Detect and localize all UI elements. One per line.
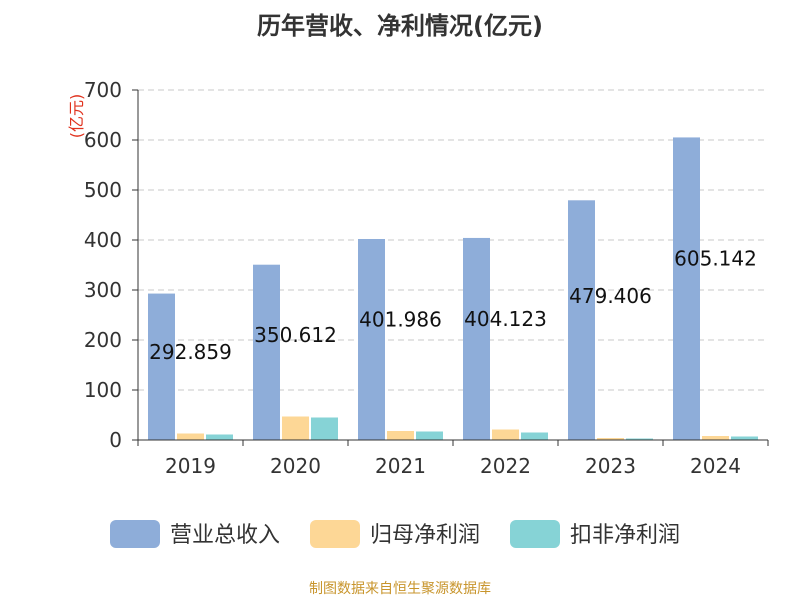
bar-revenue xyxy=(673,137,700,440)
bar-revenue xyxy=(463,237,490,440)
data-label: 292.859 xyxy=(149,340,232,364)
x-tick-label: 2023 xyxy=(585,454,636,478)
legend-label[interactable]: 扣非净利润 xyxy=(570,523,680,548)
source-note: 制图数据来自恒生聚源数据库 xyxy=(309,581,491,597)
y-tick-label: 400 xyxy=(84,228,122,252)
y-tick-label: 600 xyxy=(84,128,122,152)
x-tick-label: 2020 xyxy=(270,454,321,478)
y-tick-label: 200 xyxy=(84,328,122,352)
y-tick-label: 700 xyxy=(84,78,122,102)
bars xyxy=(148,137,758,440)
bar-parent-net-profit xyxy=(177,433,204,440)
bar-parent-net-profit xyxy=(282,416,309,440)
y-axis-unit-label: (亿元) xyxy=(67,94,86,139)
data-label: 479.406 xyxy=(569,284,652,308)
bar-revenue xyxy=(253,264,280,440)
bar-parent-net-profit xyxy=(702,436,729,440)
bar-parent-net-profit xyxy=(492,429,519,440)
legend-swatch[interactable] xyxy=(110,520,160,548)
bar-parent-net-profit xyxy=(387,431,414,440)
data-labels: 292.859 350.612 401.986 404.123 479.406 605.1… xyxy=(149,246,757,364)
bar-deducted-net-profit xyxy=(416,431,443,440)
y-tick-label: 0 xyxy=(109,428,122,452)
x-tick-label: 2019 xyxy=(165,454,216,478)
data-label: 350.612 xyxy=(254,323,337,347)
x-tick-label: 2024 xyxy=(690,454,741,478)
bar-revenue xyxy=(358,239,385,440)
data-label: 401.986 xyxy=(359,307,442,331)
grid-lines xyxy=(138,89,768,391)
y-tick-label: 300 xyxy=(84,278,122,302)
bar-parent-net-profit xyxy=(597,438,624,440)
legend-label[interactable]: 归母净利润 xyxy=(370,523,480,548)
data-label: 605.142 xyxy=(674,246,757,270)
bar-deducted-net-profit xyxy=(311,417,338,440)
legend-swatch[interactable] xyxy=(510,520,560,548)
y-tick-label: 100 xyxy=(84,378,122,402)
legend-label[interactable]: 营业总收入 xyxy=(170,523,280,548)
bar-revenue xyxy=(148,293,175,440)
data-label: 404.123 xyxy=(464,307,547,331)
x-tick-label: 2022 xyxy=(480,454,531,478)
y-tick-label: 500 xyxy=(84,178,122,202)
bar-revenue xyxy=(568,200,595,440)
legend-swatch[interactable] xyxy=(310,520,360,548)
chart-title: 历年营收、净利情况(亿元) xyxy=(257,12,543,40)
axes: 0 100 200 300 400 500 600 700(亿元) 2019 2020 2021 20… xyxy=(67,78,769,478)
bar-deducted-net-profit xyxy=(206,434,233,440)
bar-deducted-net-profit xyxy=(521,432,548,440)
bar-deducted-net-profit xyxy=(731,436,758,440)
bar-deducted-net-profit xyxy=(626,438,653,440)
legend[interactable]: 营业总收入 归母净利润 扣非净利润 xyxy=(110,520,680,548)
x-tick-label: 2021 xyxy=(375,454,426,478)
